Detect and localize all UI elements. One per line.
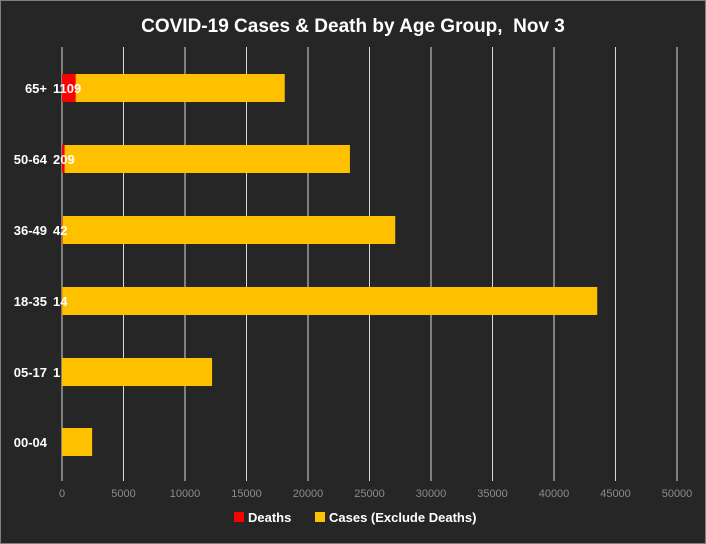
x-axis-ticks: 0 5000 10000 15000 20000 25000 30000 35000 40000…	[59, 488, 692, 500]
chart-title: COVID-19 Cases & Death by Age Group, Nov…	[141, 16, 565, 37]
bar-cases	[64, 145, 350, 173]
bar-cases	[62, 216, 396, 244]
x-tick-label: 10000	[170, 488, 201, 500]
x-tick-label: 25000	[354, 488, 385, 500]
x-tick-label: 30000	[416, 488, 447, 500]
x-tick-label: 5000	[111, 488, 135, 500]
x-tick-label: 0	[59, 488, 65, 500]
data-label-deaths: 14	[53, 294, 68, 309]
bar-cases	[62, 287, 598, 315]
category-label: 05-17	[14, 365, 47, 380]
bar-cases	[62, 428, 93, 456]
bars	[62, 74, 598, 456]
gridlines	[61, 47, 678, 481]
x-tick-label: 15000	[231, 488, 262, 500]
legend-swatch-cases	[315, 512, 325, 522]
data-label-deaths: 1109	[53, 81, 81, 96]
x-tick-label: 40000	[539, 488, 570, 500]
data-label-deaths: 1	[53, 365, 60, 380]
category-label: 65+	[25, 81, 47, 96]
data-label-deaths: 42	[53, 223, 67, 238]
data-label-deaths: 209	[53, 152, 75, 167]
x-tick-label: 35000	[477, 488, 508, 500]
legend-swatch-deaths	[234, 512, 244, 522]
bar-cases	[62, 358, 213, 386]
category-label: 36-49	[14, 223, 47, 238]
legend: Deaths Cases (Exclude Deaths)	[234, 510, 476, 525]
x-tick-label: 45000	[600, 488, 631, 500]
labels: 65+ 1109 50-64 209 36-49 42 18-35 14 05-17 1 00-04	[14, 81, 81, 450]
bar-cases	[75, 74, 285, 102]
legend-label-deaths: Deaths	[248, 510, 291, 525]
legend-label-cases: Cases (Exclude Deaths)	[329, 510, 476, 525]
bar-deaths	[62, 216, 63, 244]
x-tick-label: 20000	[293, 488, 324, 500]
category-label: 18-35	[14, 294, 47, 309]
bar-deaths	[62, 145, 65, 173]
x-tick-label: 50000	[662, 488, 693, 500]
category-label: 00-04	[14, 435, 48, 450]
category-label: 50-64	[14, 152, 48, 167]
bar-deaths	[62, 74, 76, 102]
